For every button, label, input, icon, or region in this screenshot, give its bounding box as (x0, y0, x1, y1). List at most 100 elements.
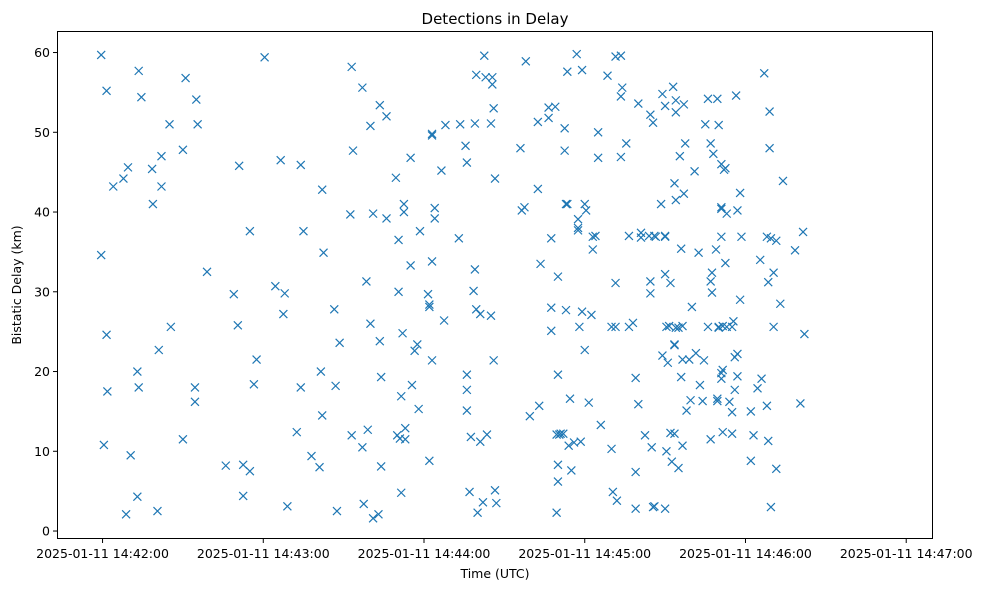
data-point (553, 370, 563, 380)
data-point (670, 178, 679, 188)
data-point (694, 248, 704, 258)
plot-frame (57, 31, 933, 539)
data-point (645, 276, 655, 286)
data-point (566, 465, 576, 475)
data-point (687, 302, 697, 312)
plot-background (57, 31, 933, 539)
data-point (191, 95, 201, 105)
data-point (593, 153, 603, 163)
data-point (682, 406, 691, 416)
data-point (190, 383, 200, 392)
data-point (553, 477, 563, 487)
data-point (558, 429, 568, 439)
data-point (766, 502, 776, 512)
data-point (366, 319, 375, 329)
data-point (765, 143, 775, 153)
data-point (676, 372, 686, 382)
data-point (678, 321, 687, 331)
data-point (755, 255, 765, 265)
data-point (727, 429, 737, 439)
data-point (436, 166, 446, 175)
data-point (671, 95, 681, 105)
data-point (576, 437, 586, 447)
data-point (487, 80, 497, 89)
data-point (238, 491, 248, 501)
data-point (470, 119, 480, 128)
data-point (572, 49, 582, 59)
y-axis-title: Bistatic Delay (km) (9, 225, 24, 344)
data-point (546, 326, 556, 336)
data-point (588, 232, 598, 242)
data-point (749, 430, 758, 440)
data-point (703, 94, 713, 104)
data-point (679, 189, 689, 199)
data-point (645, 110, 655, 120)
data-point (798, 227, 808, 237)
data-point (148, 199, 158, 209)
data-point (573, 223, 583, 233)
data-point (489, 355, 499, 365)
data-point (462, 385, 472, 395)
data-point (233, 320, 243, 330)
data-point (716, 202, 726, 212)
data-point (616, 51, 626, 61)
data-point (394, 287, 403, 297)
data-point (424, 302, 434, 312)
y-tick-label: 60 (34, 45, 50, 60)
data-point (489, 103, 499, 113)
data-point (581, 206, 591, 215)
data-point (157, 182, 166, 191)
data-point (733, 206, 742, 215)
data-point (593, 127, 603, 137)
data-point (424, 456, 434, 466)
data-point (469, 286, 478, 296)
y-tick-label: 40 (34, 205, 50, 220)
data-point (574, 322, 584, 332)
data-point (607, 322, 616, 332)
data-point (577, 65, 587, 75)
data-point (660, 101, 670, 111)
data-point (718, 365, 728, 375)
data-point (714, 120, 724, 130)
data-point (769, 322, 779, 332)
data-point (587, 310, 596, 320)
data-point (708, 149, 718, 159)
data-point (473, 508, 483, 518)
data-point (716, 232, 726, 242)
data-point (746, 456, 756, 466)
data-point (565, 394, 575, 404)
data-point (292, 427, 302, 437)
data-point (296, 160, 306, 170)
data-point (564, 441, 574, 451)
data-point (680, 139, 690, 148)
data-point (617, 83, 627, 93)
data-point (695, 380, 705, 390)
data-point (640, 430, 650, 440)
data-point (348, 146, 358, 156)
data-point (296, 383, 306, 392)
x-tick-label: 2025-01-11 14:44:00 (358, 546, 491, 561)
data-point (628, 318, 638, 328)
data-point (553, 272, 563, 282)
data-point (591, 231, 600, 241)
data-point (221, 461, 231, 471)
data-point (454, 233, 464, 243)
data-point (561, 305, 571, 315)
data-point (603, 71, 612, 81)
data-point (790, 245, 800, 255)
data-point (771, 236, 781, 246)
data-point (671, 195, 681, 205)
data-point (391, 173, 401, 183)
data-point (671, 323, 681, 333)
x-tick-label: 2025-01-11 14:46:00 (679, 546, 812, 561)
x-tick-label: 2025-01-11 14:45:00 (518, 546, 651, 561)
data-point (611, 322, 620, 332)
data-point (690, 166, 700, 176)
data-point (153, 506, 162, 516)
data-point (703, 322, 713, 332)
data-point (731, 91, 741, 101)
data-point (465, 487, 474, 497)
data-point (660, 504, 670, 514)
data-point (544, 113, 554, 123)
data-point (612, 496, 622, 506)
